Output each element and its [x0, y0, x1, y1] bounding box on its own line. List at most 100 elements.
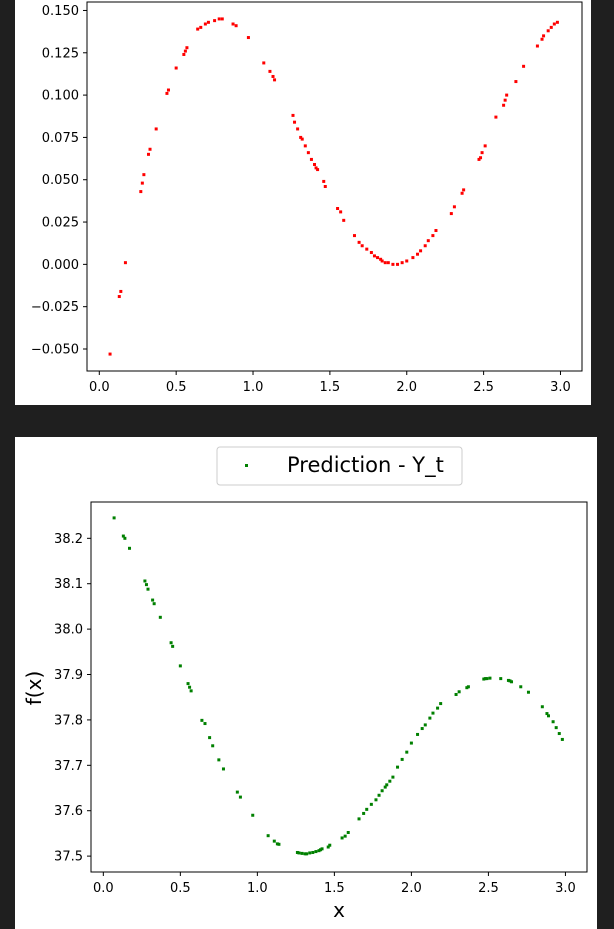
y-axis-label: f(x): [22, 671, 46, 705]
bottom-y-tick-label: 38.2: [54, 532, 83, 547]
bottom-data-point: [326, 845, 330, 849]
top-data-point: [268, 69, 272, 73]
top-x-tick-label: 0.5: [166, 380, 187, 395]
top-data-point: [535, 44, 539, 48]
legend-marker-icon: [245, 464, 248, 467]
bottom-data-point: [300, 851, 304, 855]
top-y-tick-label: 0.100: [42, 89, 79, 104]
top-data-point: [452, 205, 456, 209]
top-data-point: [322, 179, 326, 183]
bottom-y-tick-label: 37.9: [54, 668, 83, 683]
bottom-data-point: [303, 852, 307, 856]
top-data-point: [540, 37, 544, 41]
bottom-data-point: [305, 852, 309, 856]
top-y-tick-label: 0.000: [42, 258, 79, 273]
top-y-tick-label: 0.150: [42, 4, 79, 19]
top-data-point: [323, 185, 327, 188]
top-data-point: [383, 261, 387, 265]
top-data-point: [405, 259, 409, 263]
bottom-series-points: [112, 516, 564, 856]
top-data-point: [416, 252, 420, 256]
bottom-data-point: [374, 798, 378, 802]
bottom-data-point: [311, 850, 315, 854]
top-data-point: [220, 17, 224, 21]
top-data-point: [460, 191, 464, 195]
top-y-tick-label: 0.125: [42, 46, 79, 61]
bottom-data-point: [400, 757, 404, 761]
bottom-x-tick-label: 2.5: [478, 881, 499, 896]
bottom-data-point: [510, 680, 514, 684]
bottom-data-point: [123, 536, 127, 540]
top-data-point: [357, 240, 361, 244]
top-data-point: [549, 25, 553, 29]
bottom-data-point: [431, 711, 435, 715]
bottom-data-point: [499, 677, 503, 681]
bottom-data-point: [251, 813, 255, 817]
bottom-data-point: [526, 690, 530, 694]
bottom-data-point: [465, 686, 469, 690]
bottom-data-point: [203, 722, 207, 726]
bottom-data-point: [121, 534, 125, 538]
top-data-point: [231, 22, 235, 26]
bottom-data-point: [151, 598, 155, 602]
bottom-data-point: [483, 677, 487, 681]
bottom-data-point: [560, 737, 564, 741]
top-data-point: [299, 135, 303, 139]
bottom-data-point: [272, 839, 276, 843]
top-data-point: [314, 166, 318, 170]
bottom-data-point: [169, 641, 173, 645]
bottom-data-point: [380, 789, 384, 793]
bottom-data-point: [416, 732, 420, 736]
top-data-point: [271, 74, 275, 78]
top-data-point: [336, 207, 340, 211]
bottom-data-point: [320, 847, 324, 851]
bottom-data-point: [383, 785, 387, 789]
bottom-data-point: [343, 834, 347, 838]
top-data-point: [352, 234, 356, 238]
bottom-data-point: [545, 712, 549, 716]
bottom-data-point: [208, 736, 212, 740]
top-x-tick-label: 1.5: [320, 380, 341, 395]
bottom-x-tick-label: 2.0: [401, 881, 422, 896]
top-data-point: [369, 251, 373, 255]
bottom-data-point: [188, 685, 192, 689]
bottom-y-axis: 37.5 37.6 37.7 37.8 37.9 38.0 38.1 38.2: [54, 532, 91, 865]
top-series-points: [108, 17, 559, 356]
bottom-data-point: [466, 685, 470, 689]
top-data-point: [234, 24, 238, 28]
bottom-data-point: [128, 546, 132, 550]
top-data-point: [185, 46, 189, 50]
bottom-data-point: [457, 690, 461, 694]
top-y-tick-label: 0.075: [42, 131, 79, 146]
bottom-data-point: [266, 834, 270, 838]
top-data-point: [546, 29, 550, 33]
bottom-data-point: [328, 843, 332, 847]
top-y-tick-label: 0.025: [42, 216, 79, 231]
top-x-axis: 0.0 0.5 1.0 1.5 2.0 2.5 3.0: [89, 371, 571, 395]
top-data-point: [555, 20, 559, 24]
top-data-point: [396, 262, 400, 266]
top-data-point: [140, 181, 144, 185]
bottom-data-point: [420, 727, 424, 731]
top-data-point: [246, 36, 250, 40]
top-data-point: [148, 147, 152, 151]
top-y-tick-label: −0.050: [31, 342, 79, 357]
bottom-data-point: [508, 679, 512, 683]
top-data-point: [339, 210, 343, 214]
bottom-data-point: [369, 802, 373, 806]
bottom-data-point: [439, 702, 443, 706]
bottom-data-point: [488, 676, 492, 680]
top-y-tick-label: −0.025: [31, 300, 79, 315]
bottom-data-point: [428, 716, 432, 720]
bottom-x-tick-label: 1.0: [247, 881, 268, 896]
top-data-point: [379, 257, 383, 261]
bottom-y-tick-label: 38.1: [54, 577, 83, 592]
bottom-data-point: [409, 741, 413, 745]
bottom-y-tick-label: 37.6: [54, 804, 83, 819]
top-data-point: [372, 254, 376, 258]
top-data-point: [514, 80, 518, 84]
bottom-y-tick-label: 37.5: [54, 850, 83, 865]
bottom-data-point: [519, 685, 523, 689]
bottom-data-point: [314, 850, 318, 854]
bottom-data-point: [396, 765, 400, 769]
